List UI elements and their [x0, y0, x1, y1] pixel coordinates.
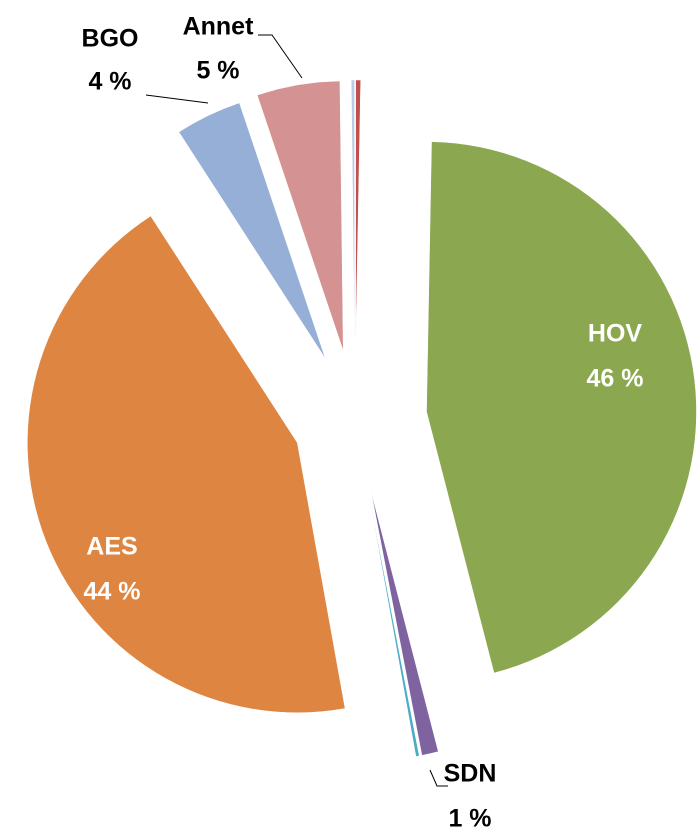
pie-slice — [426, 141, 697, 674]
value-label: 4 % — [88, 68, 131, 96]
pie-slice — [27, 215, 346, 713]
value-label: 44 % — [84, 578, 141, 606]
pie-slice — [367, 490, 420, 757]
slice-label: AES — [86, 533, 137, 561]
slice-label: HOV — [588, 320, 643, 348]
slice-label: Annet — [183, 13, 255, 41]
pie-slice — [350, 79, 355, 351]
leader-line — [145, 94, 209, 104]
pie-slice — [178, 102, 326, 359]
value-label: 1 % — [448, 805, 491, 833]
pie-slice — [256, 80, 344, 352]
slice-label: SDN — [444, 760, 497, 788]
pie-slice — [370, 490, 439, 756]
pie-slice — [355, 79, 361, 351]
leader-line — [258, 34, 303, 79]
value-label: 5 % — [196, 57, 239, 85]
value-label: 46 % — [587, 365, 644, 393]
slice-label: BGO — [82, 25, 139, 53]
leader-line — [429, 769, 448, 787]
